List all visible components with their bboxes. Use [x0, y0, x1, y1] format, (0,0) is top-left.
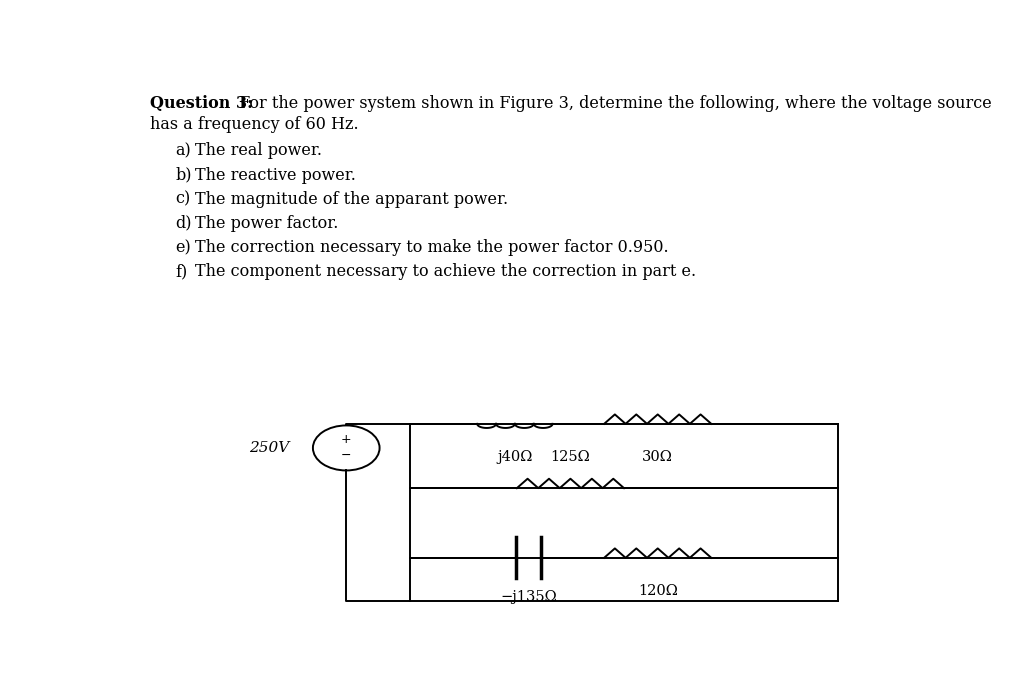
- Text: b): b): [176, 166, 193, 184]
- Text: c): c): [176, 191, 190, 207]
- Text: f): f): [176, 263, 187, 280]
- Text: 125Ω: 125Ω: [551, 450, 590, 464]
- Text: 30Ω: 30Ω: [642, 450, 673, 464]
- Text: +: +: [341, 433, 351, 446]
- Text: The power factor.: The power factor.: [196, 215, 339, 232]
- Text: The real power.: The real power.: [196, 143, 323, 159]
- Text: has a frequency of 60 Hz.: has a frequency of 60 Hz.: [151, 116, 358, 133]
- Text: 120Ω: 120Ω: [638, 583, 678, 598]
- Text: e): e): [176, 239, 191, 256]
- Text: j40Ω: j40Ω: [498, 450, 532, 464]
- Text: The magnitude of the apparant power.: The magnitude of the apparant power.: [196, 191, 509, 207]
- Text: Question 3:: Question 3:: [151, 95, 253, 112]
- Text: The reactive power.: The reactive power.: [196, 166, 356, 184]
- Text: d): d): [176, 215, 193, 232]
- Text: The correction necessary to make the power factor 0.950.: The correction necessary to make the pow…: [196, 239, 669, 256]
- Text: a): a): [176, 143, 191, 159]
- Text: −: −: [341, 450, 351, 462]
- Text: 250V: 250V: [249, 441, 290, 455]
- Text: For the power system shown in Figure 3, determine the following, where the volta: For the power system shown in Figure 3, …: [233, 95, 991, 112]
- Text: −j135Ω: −j135Ω: [501, 590, 557, 604]
- Text: The component necessary to achieve the correction in part e.: The component necessary to achieve the c…: [196, 263, 696, 280]
